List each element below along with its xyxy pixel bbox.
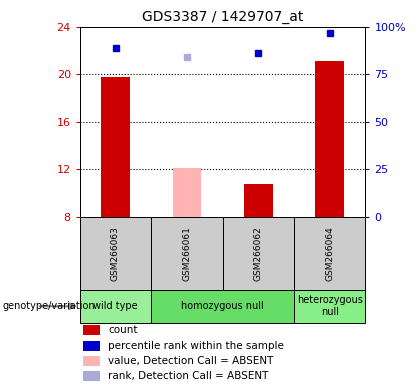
Bar [223, 217, 294, 290]
Text: GSM266062: GSM266062 [254, 226, 263, 281]
Text: heterozygous
null: heterozygous null [297, 295, 362, 317]
Bar [244, 184, 273, 217]
Text: GSM266064: GSM266064 [325, 226, 334, 281]
Bar [80, 217, 151, 290]
Text: rank, Detection Call = ABSENT: rank, Detection Call = ABSENT [108, 371, 269, 381]
Text: percentile rank within the sample: percentile rank within the sample [108, 341, 284, 351]
Bar [101, 77, 130, 217]
Text: GSM266063: GSM266063 [111, 226, 120, 281]
Bar [151, 217, 223, 290]
Bar [315, 61, 344, 217]
Text: count: count [108, 325, 138, 335]
Bar [83, 341, 100, 351]
Title: GDS3387 / 1429707_at: GDS3387 / 1429707_at [142, 10, 303, 25]
Bar [294, 217, 365, 290]
Text: GSM266061: GSM266061 [182, 226, 192, 281]
Text: value, Detection Call = ABSENT: value, Detection Call = ABSENT [108, 356, 274, 366]
Bar [83, 356, 100, 366]
Bar [173, 168, 201, 217]
Bar [83, 371, 100, 381]
Bar [80, 290, 151, 323]
Text: homozygous null: homozygous null [181, 301, 264, 311]
Bar [83, 325, 100, 335]
Bar [294, 290, 365, 323]
Text: wild type: wild type [93, 301, 138, 311]
Bar [151, 290, 294, 323]
Text: genotype/variation: genotype/variation [2, 301, 95, 311]
